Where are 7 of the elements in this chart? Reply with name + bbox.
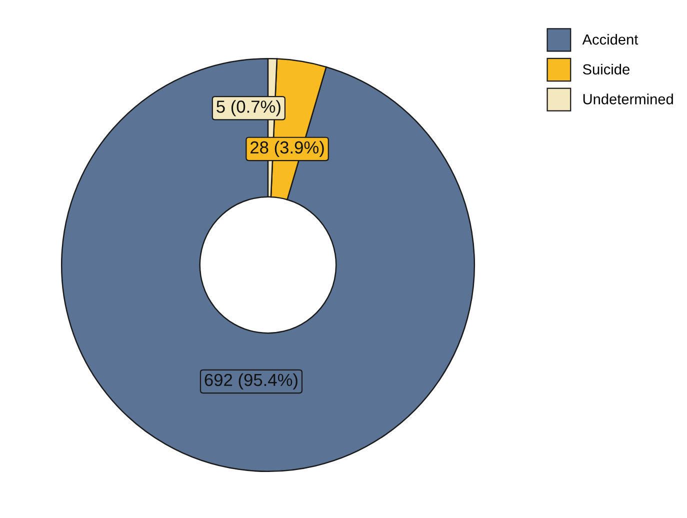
data-label: 692 (95.4%) <box>204 373 298 390</box>
data-label: 5 (0.7%) <box>216 100 280 116</box>
legend-label: Undetermined <box>583 94 673 104</box>
legend-label: Accident <box>582 34 638 45</box>
data-label: 28 (3.9%) <box>250 140 324 158</box>
donut-slice <box>60 58 476 472</box>
legend-label: Suicide <box>582 64 630 75</box>
